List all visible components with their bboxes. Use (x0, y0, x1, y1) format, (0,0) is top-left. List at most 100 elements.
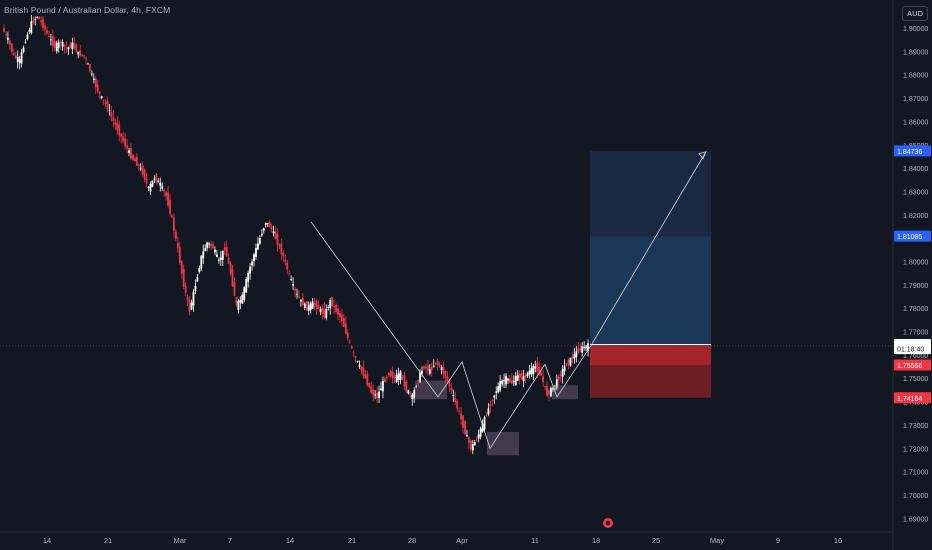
candle-body (323, 308, 326, 318)
y-tick-label-20: 1.70000 (903, 493, 928, 500)
candle-body (387, 372, 390, 376)
candle-body (89, 64, 91, 71)
x-tick-label-6: 28 (408, 536, 416, 545)
candle-body (260, 234, 263, 236)
candle-body (520, 373, 523, 380)
candle-body (298, 295, 300, 298)
candle-body (528, 370, 531, 375)
candle-body (333, 306, 336, 307)
price-label-bg-6 (894, 359, 931, 371)
candle-body (364, 374, 367, 379)
candle-body (204, 248, 207, 252)
candle-body (329, 300, 332, 309)
y-tick-label-17: 1.73000 (903, 423, 928, 430)
candle-body (176, 242, 179, 249)
candle-body (428, 369, 431, 374)
candle-body (94, 78, 97, 88)
candle-body (91, 73, 93, 75)
candle-body (358, 364, 361, 367)
candle-body (48, 35, 50, 37)
candle-body (294, 288, 296, 291)
candle-body (71, 42, 74, 50)
candle-body (51, 36, 54, 46)
demand-zone-2 (552, 385, 578, 400)
candle-body (542, 376, 545, 382)
candle-body (327, 307, 330, 309)
candle-body (565, 363, 568, 366)
y-tick-label-7: 1.83000 (903, 189, 928, 196)
event-marker-icon-inner (605, 520, 611, 526)
candle-body (581, 346, 584, 353)
candle-body (419, 372, 421, 383)
currency-badge[interactable]: AUD (902, 6, 928, 21)
candle-body (512, 381, 515, 382)
candle-body (196, 277, 199, 282)
candle-body (221, 250, 224, 260)
candle-body (128, 150, 130, 153)
candle-body (382, 381, 384, 392)
candle-body (464, 421, 466, 435)
candle-body (466, 435, 468, 437)
candle-body (223, 247, 226, 250)
candle-body (389, 370, 392, 377)
candle-body (122, 136, 125, 142)
candle-body (356, 361, 359, 362)
y-tick-label-14: 1.76000 (903, 353, 928, 360)
candle-body (268, 222, 271, 228)
candle-body (409, 393, 412, 395)
candle-body (53, 41, 56, 48)
candle-body (165, 192, 168, 197)
candle-body (241, 294, 244, 304)
candle-body (282, 252, 285, 257)
candle-body (509, 378, 511, 383)
candle-body (253, 254, 255, 262)
candle-body (442, 366, 445, 374)
candle-body (77, 51, 80, 55)
candle-body (106, 100, 109, 110)
candle-body (49, 39, 52, 41)
candle-body (296, 293, 298, 295)
candle-body (87, 63, 89, 65)
candle-body (79, 50, 82, 57)
candle-body (276, 233, 279, 245)
candle-body (114, 122, 117, 125)
candle-body (38, 16, 41, 20)
candle-body (317, 305, 320, 309)
candle-body (534, 366, 537, 369)
candle-body (63, 44, 66, 47)
candle-body (216, 254, 218, 257)
candle-body (479, 428, 482, 437)
price-label-bg-0 (894, 145, 931, 157)
candle-body (167, 192, 169, 206)
candle-body (350, 346, 353, 349)
candle-body (247, 272, 250, 282)
candle-body (399, 371, 402, 380)
candle-body (104, 101, 107, 105)
candle-body (426, 365, 429, 371)
candle-body (8, 40, 11, 45)
candle-body (501, 380, 503, 385)
candle-body (499, 381, 502, 391)
candle-body (44, 25, 46, 30)
projection-arrow-head (698, 151, 707, 160)
candle-body (42, 18, 44, 28)
candle-body (141, 165, 144, 175)
price-label-bg-1 (894, 230, 931, 242)
candle-body (12, 53, 15, 55)
candle-body (469, 440, 472, 450)
candle-body (237, 300, 240, 310)
candle-body (331, 296, 334, 307)
candle-body (30, 21, 33, 33)
candle-body (432, 365, 435, 367)
y-tick-label-21: 1.69000 (903, 516, 928, 523)
candle-body (391, 371, 394, 379)
candle-body (10, 43, 13, 52)
candle-body (532, 365, 535, 375)
candle-body (413, 390, 416, 399)
candle-body (425, 366, 427, 369)
candle-body (378, 391, 380, 398)
stop-zone-lower (590, 365, 711, 398)
candle-body (417, 380, 420, 381)
candle-body (473, 441, 476, 446)
